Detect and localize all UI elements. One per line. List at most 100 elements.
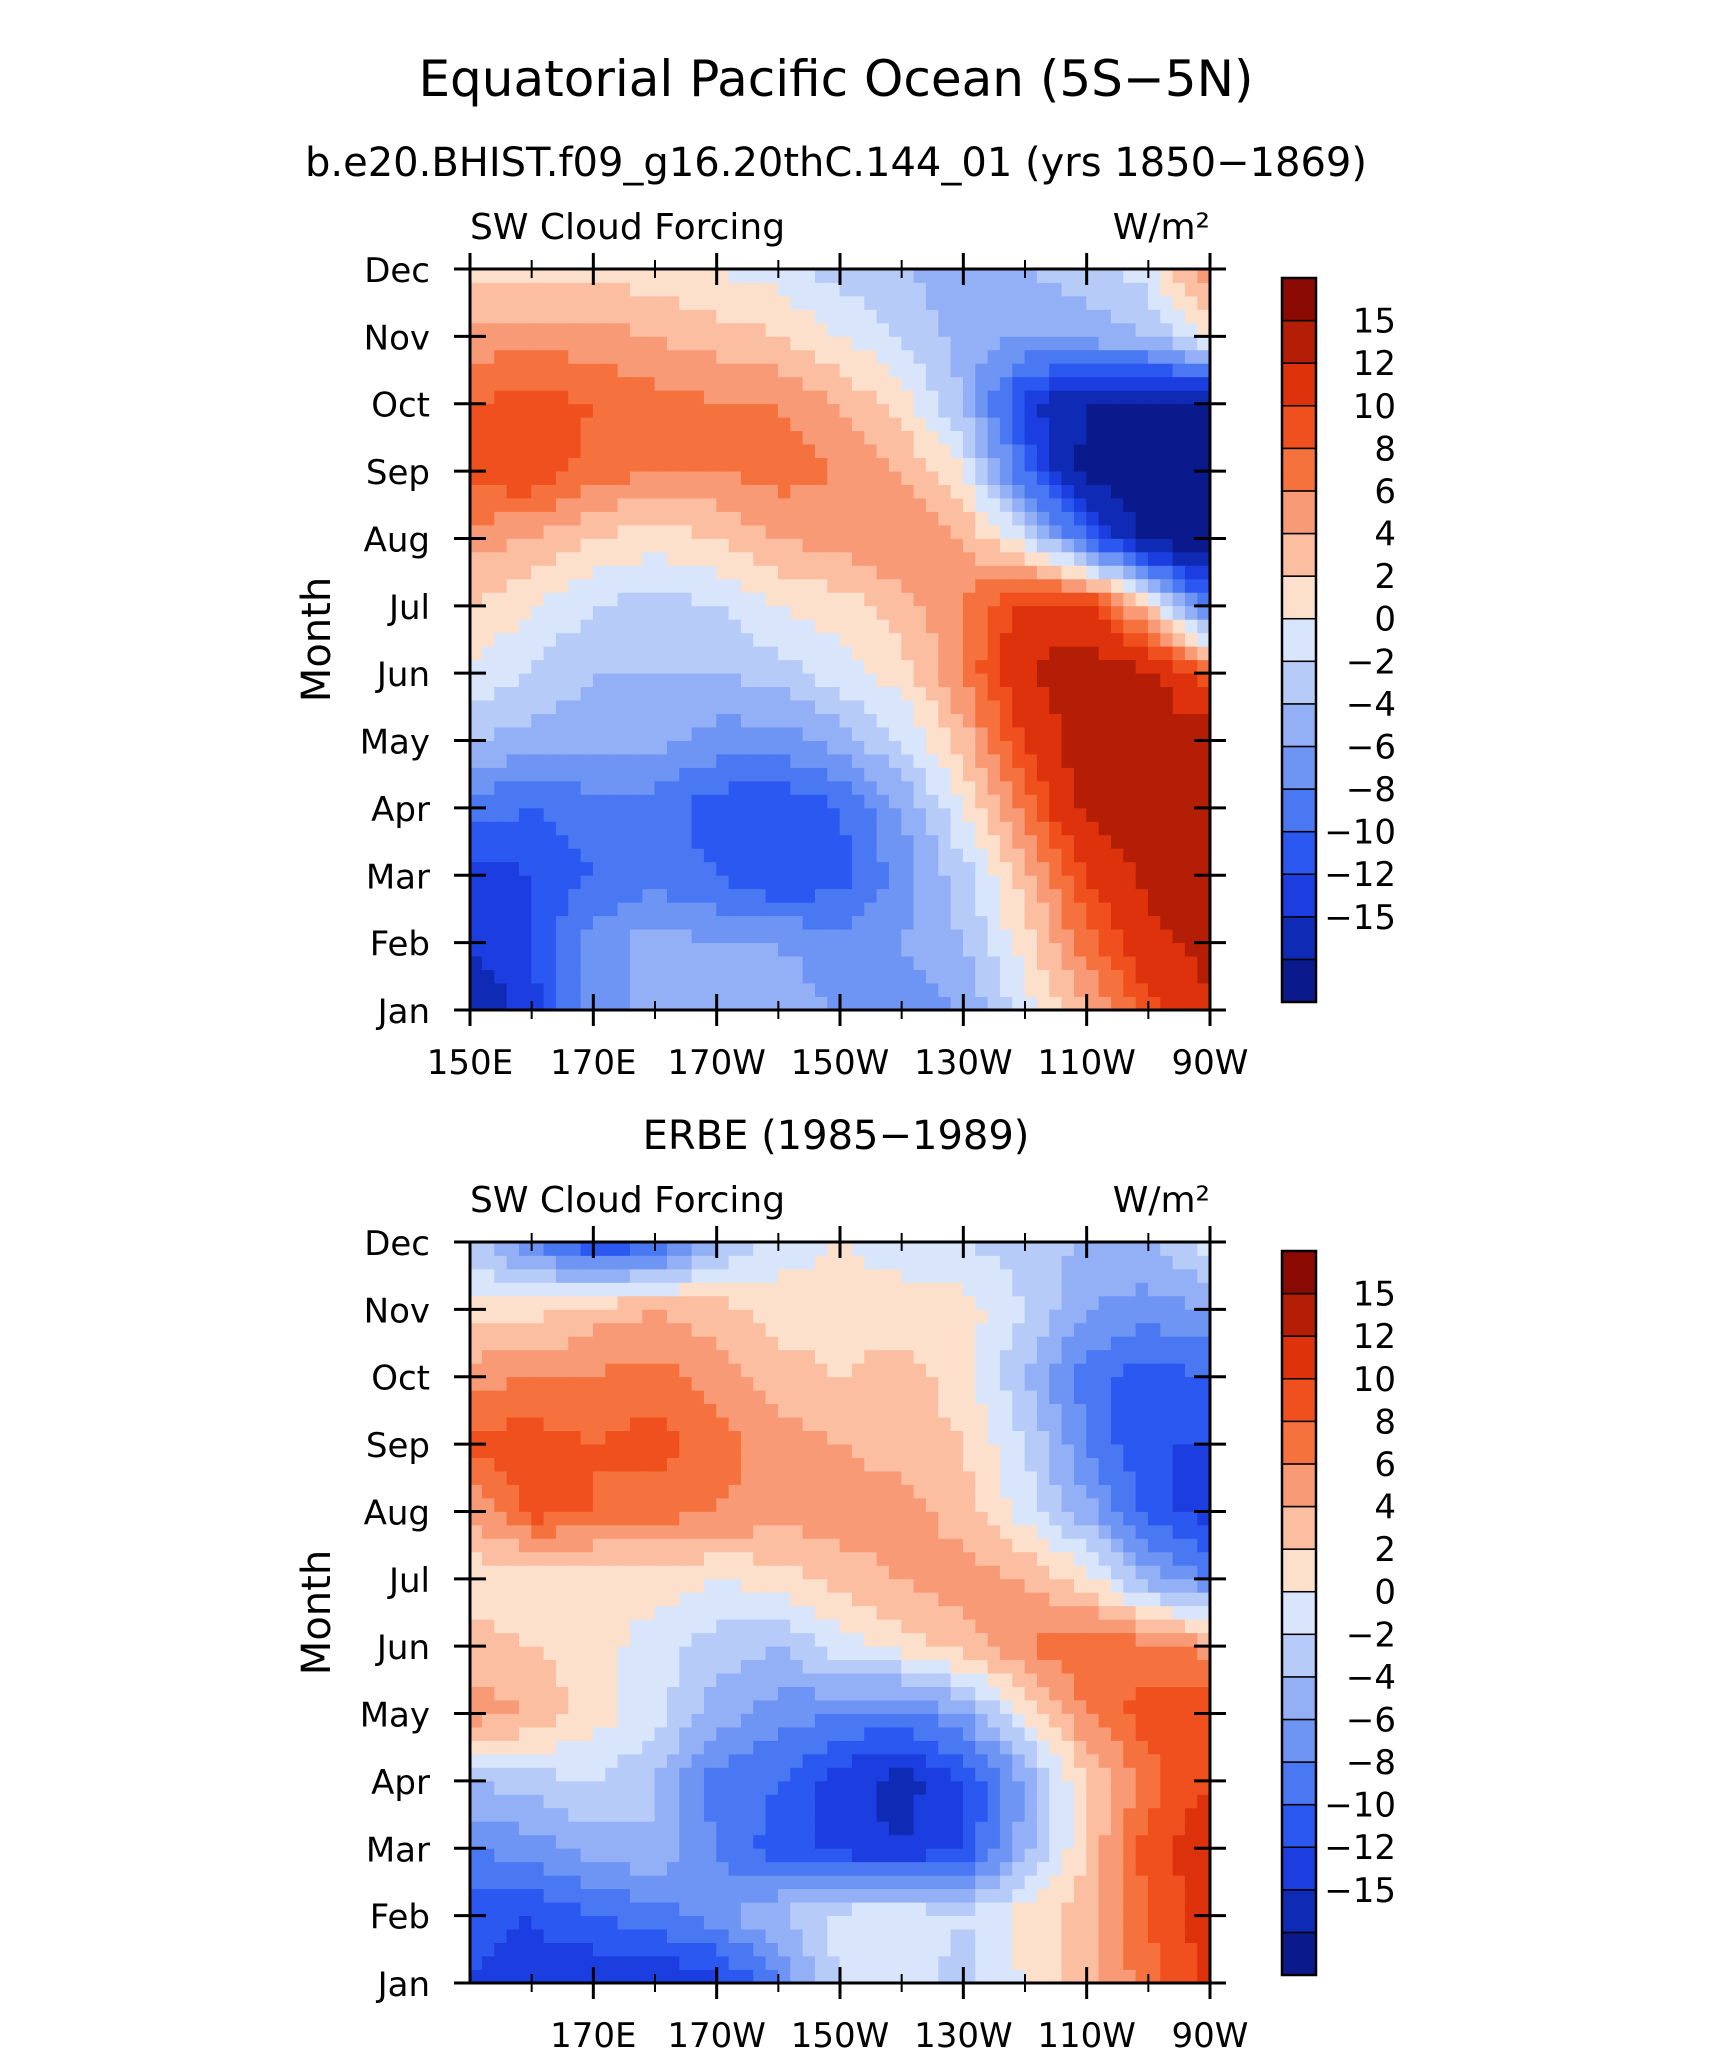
contour-cell [741, 565, 754, 579]
contour-cell [1049, 565, 1062, 579]
contour-cell [1160, 390, 1173, 404]
contour-cell [556, 659, 569, 673]
contour-cell [1025, 727, 1038, 741]
contour-cell [630, 282, 643, 296]
contour-cell [753, 794, 766, 808]
contour-cell [494, 349, 507, 363]
contour-cell [642, 1242, 655, 1256]
contour-cell [988, 390, 1001, 404]
contour-cell [544, 578, 557, 592]
contour-cell [581, 794, 594, 808]
contour-cell [766, 430, 779, 444]
contour-cell [630, 956, 643, 970]
contour-cell [556, 1740, 569, 1754]
contour-cell [1049, 969, 1062, 983]
contour-cell [679, 767, 692, 781]
contour-cell [568, 1875, 581, 1889]
contour-cell [827, 592, 840, 606]
contour-cell [877, 538, 890, 552]
contour-cell [729, 269, 742, 283]
contour-cell [581, 1888, 594, 1902]
contour-cell [889, 457, 902, 471]
contour-cell [729, 1767, 742, 1781]
contour-cell [729, 282, 742, 296]
contour-cell [914, 875, 927, 889]
contour-cell [1049, 861, 1062, 875]
contour-cell [618, 565, 631, 579]
contour-cell [1025, 376, 1038, 390]
contour-cell [630, 1336, 643, 1350]
contour-cell [778, 781, 791, 795]
contour-cell [1197, 821, 1210, 835]
contour-cell [753, 1430, 766, 1444]
contour-cell [482, 417, 495, 431]
contour-cell [667, 1915, 680, 1929]
contour-cell [1099, 605, 1112, 619]
contour-cell [1111, 834, 1124, 848]
contour-cell [716, 1390, 729, 1404]
contour-cell [1000, 686, 1013, 700]
contour-cell [642, 417, 655, 431]
contour-cell [544, 1848, 557, 1862]
contour-cell [544, 1309, 557, 1323]
contour-cell [1173, 309, 1186, 323]
contour-cell [803, 296, 816, 310]
contour-cell [1012, 498, 1025, 512]
contour-cell [963, 578, 976, 592]
contour-cell [1012, 902, 1025, 916]
contour-cell [1099, 888, 1112, 902]
contour-cell [741, 1309, 754, 1323]
contour-cell [827, 888, 840, 902]
contour-cell [1111, 902, 1124, 916]
contour-cell [655, 875, 668, 889]
contour-cell [482, 996, 495, 1010]
contour-cell [556, 1269, 569, 1283]
contour-cell [1136, 915, 1149, 929]
contour-cell [753, 875, 766, 889]
contour-cell [1000, 390, 1013, 404]
x-tick-label: 150E [427, 1043, 513, 1083]
contour-cell [938, 915, 951, 929]
contour-cell [729, 538, 742, 552]
contour-cell [1160, 552, 1173, 566]
contour-cell [766, 1430, 779, 1444]
contour-cell [1012, 740, 1025, 754]
contour-cell [790, 498, 803, 512]
contour-cell [494, 888, 507, 902]
contour-cell [1123, 511, 1136, 525]
contour-cell [1173, 659, 1186, 673]
contour-cell [778, 1471, 791, 1485]
contour-cell [655, 754, 668, 768]
contour-cell [716, 767, 729, 781]
contour-cell [1185, 767, 1198, 781]
contour-cell [840, 983, 853, 997]
contour-cell [1049, 390, 1062, 404]
contour-cell [679, 956, 692, 970]
contour-cell [951, 363, 964, 377]
contour-cell [753, 1888, 766, 1902]
contour-cell [581, 390, 594, 404]
contour-cell [630, 376, 643, 390]
contour-cell [778, 605, 791, 619]
contour-cell [803, 996, 816, 1010]
contour-cell [766, 1632, 779, 1646]
contour-cell [1074, 861, 1087, 875]
contour-cell [531, 1525, 544, 1539]
contour-cell [778, 390, 791, 404]
contour-cell [951, 430, 964, 444]
contour-cell [679, 1295, 692, 1309]
contour-cell [667, 1713, 680, 1727]
contour-cell [655, 1794, 668, 1808]
contour-cell [914, 336, 927, 350]
contour-cell [988, 457, 1001, 471]
contour-cell [519, 1888, 532, 1902]
contour-cell [507, 1538, 520, 1552]
contour-cell [753, 309, 766, 323]
contour-cell [630, 1942, 643, 1956]
contour-cell [581, 1269, 594, 1283]
contour-cell [568, 1673, 581, 1687]
contour-cell [840, 713, 853, 727]
contour-cell [494, 1942, 507, 1956]
contour-cell [753, 1713, 766, 1727]
contour-cell [716, 808, 729, 822]
